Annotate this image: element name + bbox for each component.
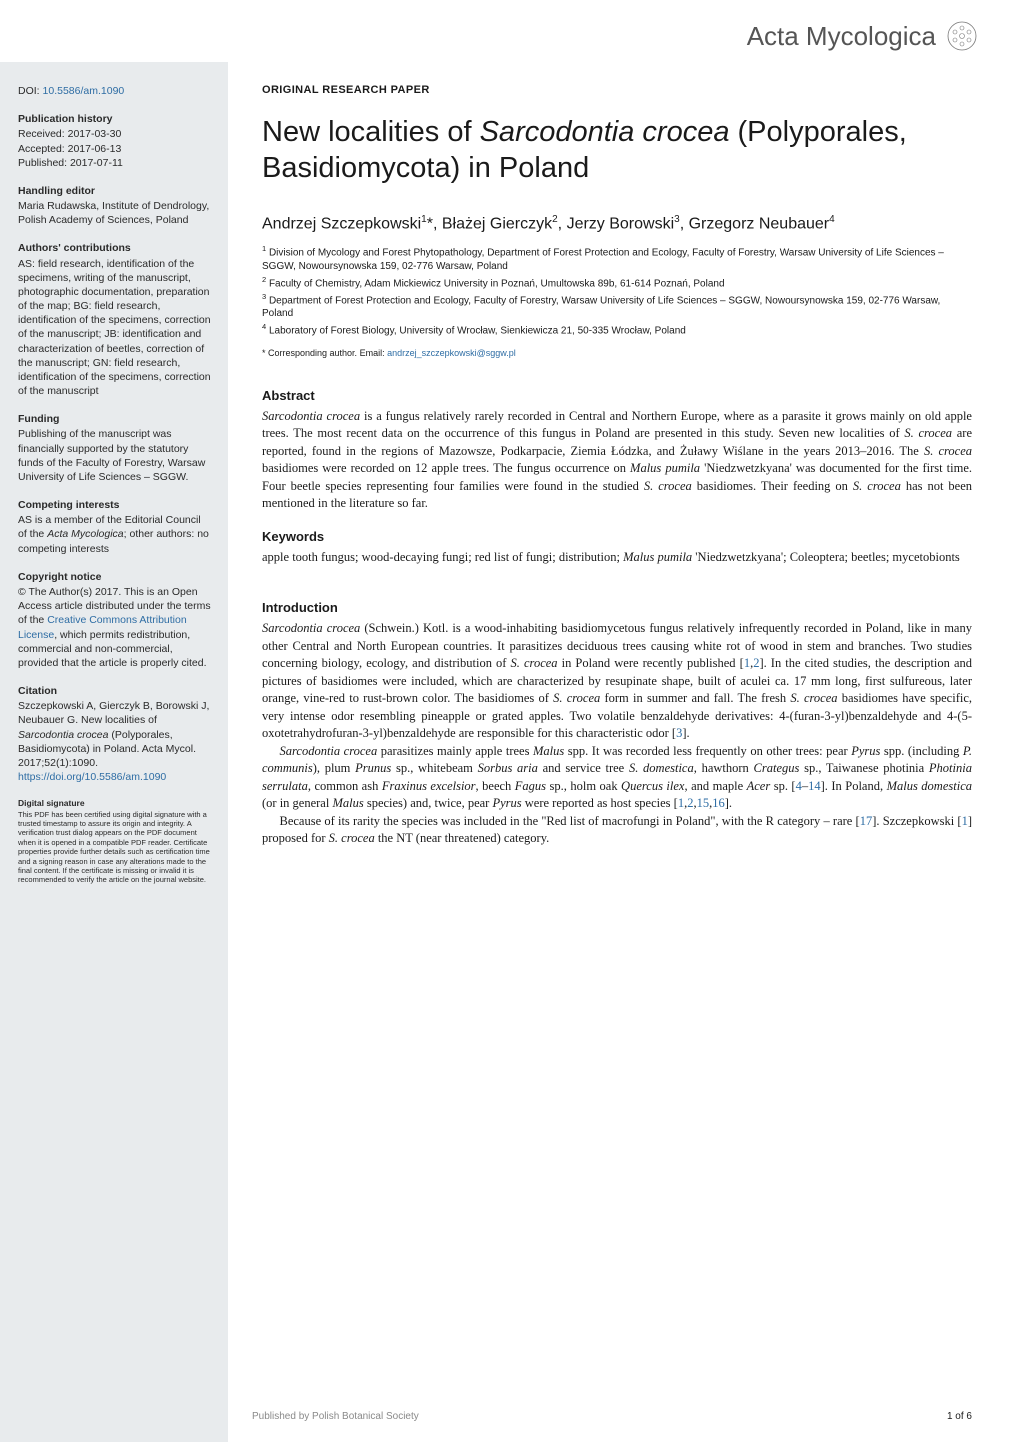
- digital-signature-heading: Digital signature: [18, 798, 212, 809]
- journal-logo-icon: [944, 18, 980, 54]
- affiliation: 1 Division of Mycology and Forest Phytop…: [262, 244, 972, 273]
- corresponding-label: * Corresponding author. Email:: [262, 348, 387, 358]
- abstract-body: Sarcodontia crocea is a fungus relativel…: [262, 408, 972, 513]
- sidebar-section-heading: Funding: [18, 412, 212, 426]
- sidebar-section-heading: Competing interests: [18, 498, 212, 512]
- sidebar-section-body: © The Author(s) 2017. This is an Open Ac…: [18, 585, 212, 670]
- introduction-body: Sarcodontia crocea (Schwein.) Kotl. is a…: [262, 620, 972, 848]
- journal-name: Acta Mycologica: [747, 21, 936, 52]
- sidebar-digital-signature: Digital signature This PDF has been cert…: [18, 798, 212, 884]
- sidebar-section: FundingPublishing of the manuscript was …: [18, 412, 212, 484]
- main-content: ORIGINAL RESEARCH PAPER New localities o…: [228, 62, 1020, 1442]
- sidebar-section: Publication historyReceived: 2017-03-30A…: [18, 112, 212, 170]
- affiliations: 1 Division of Mycology and Forest Phytop…: [262, 244, 972, 337]
- sidebar-section: CitationSzczepkowski A, Gierczyk B, Boro…: [18, 684, 212, 784]
- sidebar-section-body: Szczepkowski A, Gierczyk B, Borowski J, …: [18, 699, 212, 784]
- sidebar-section-body: Maria Rudawska, Institute of Dendrology,…: [18, 199, 212, 227]
- journal-header: Acta Mycologica: [0, 0, 1020, 62]
- publisher-text: Published by Polish Botanical Society: [252, 1411, 419, 1422]
- doi-label: DOI:: [18, 85, 43, 97]
- sidebar-section-body: Publishing of the manuscript was financi…: [18, 427, 212, 484]
- sidebar-section-body: Received: 2017-03-30Accepted: 2017-06-13…: [18, 127, 212, 170]
- corresponding-author: * Corresponding author. Email: andrzej_s…: [262, 348, 972, 358]
- paper-title: New localities of Sarcodontia crocea (Po…: [262, 114, 972, 187]
- abstract-heading: Abstract: [262, 388, 972, 403]
- keywords-body: apple tooth fungus; wood-decaying fungi;…: [262, 549, 972, 567]
- doi-link[interactable]: 10.5586/am.1090: [43, 85, 125, 97]
- paper-type: ORIGINAL RESEARCH PAPER: [262, 84, 972, 96]
- page-footer: Published by Polish Botanical Society 1 …: [0, 1411, 1020, 1442]
- corresponding-email-link[interactable]: andrzej_szczepkowski@sggw.pl: [387, 348, 516, 358]
- doi: DOI: 10.5586/am.1090: [18, 84, 212, 98]
- introduction-heading: Introduction: [262, 600, 972, 615]
- sidebar-section-heading: Handling editor: [18, 184, 212, 198]
- sidebar-section-heading: Authors' contributions: [18, 241, 212, 255]
- authors: Andrzej Szczepkowski1*, Błażej Gierczyk2…: [262, 213, 972, 235]
- page-number: 1 of 6: [947, 1411, 972, 1422]
- sidebar-section-body: AS is a member of the Editorial Council …: [18, 513, 212, 556]
- sidebar: DOI: 10.5586/am.1090 Publication history…: [0, 62, 228, 1442]
- intro-paragraph: Because of its rarity the species was in…: [262, 813, 972, 848]
- sidebar-section: Copyright notice© The Author(s) 2017. Th…: [18, 570, 212, 670]
- intro-paragraph: Sarcodontia crocea (Schwein.) Kotl. is a…: [262, 620, 972, 743]
- affiliation: 4 Laboratory of Forest Biology, Universi…: [262, 322, 972, 338]
- sidebar-section: Authors' contributions AS: field research…: [18, 241, 212, 398]
- sidebar-section-heading: Copyright notice: [18, 570, 212, 584]
- sidebar-section: Handling editorMaria Rudawska, Institute…: [18, 184, 212, 228]
- intro-paragraph: Sarcodontia crocea parasitizes mainly ap…: [262, 743, 972, 813]
- sidebar-section: Competing interestsAS is a member of the…: [18, 498, 212, 556]
- keywords-heading: Keywords: [262, 529, 972, 544]
- sidebar-section-heading: Publication history: [18, 112, 212, 126]
- affiliation: 2 Faculty of Chemistry, Adam Mickiewicz …: [262, 275, 972, 291]
- sidebar-section-heading: Citation: [18, 684, 212, 698]
- sidebar-section-body: AS: field research, identification of th…: [18, 257, 212, 399]
- digital-signature-body: This PDF has been certified using digita…: [18, 810, 212, 885]
- affiliation: 3 Department of Forest Protection and Ec…: [262, 292, 972, 321]
